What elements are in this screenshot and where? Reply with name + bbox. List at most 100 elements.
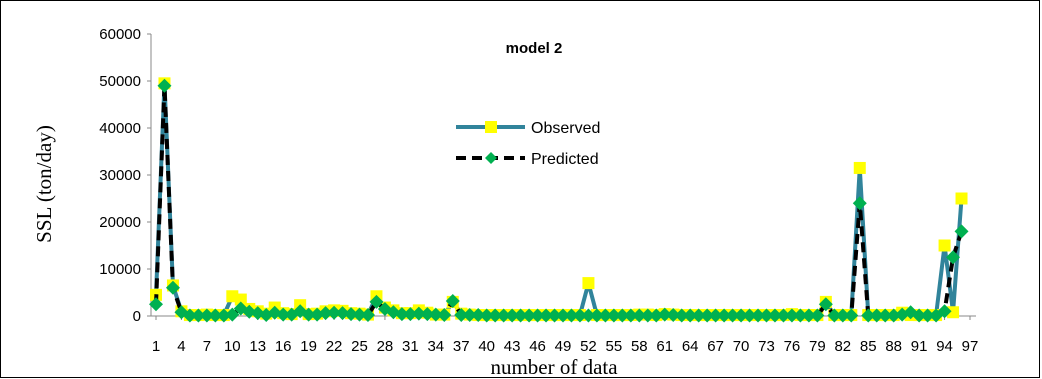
x-tick-label: 85 bbox=[860, 338, 877, 355]
series-predicted bbox=[149, 78, 969, 323]
data-point-predicted bbox=[810, 308, 825, 323]
data-point-observed bbox=[955, 192, 968, 205]
data-point-predicted bbox=[649, 308, 664, 323]
data-point-predicted bbox=[318, 306, 333, 321]
data-point-predicted bbox=[623, 308, 638, 323]
data-point-predicted bbox=[394, 307, 409, 322]
data-point-predicted bbox=[225, 307, 240, 322]
data-point-predicted bbox=[581, 308, 596, 323]
x-tick-label: 97 bbox=[962, 338, 979, 355]
y-tick-label: 30000 bbox=[99, 167, 141, 184]
data-point-predicted bbox=[454, 308, 469, 323]
data-point-predicted bbox=[445, 293, 460, 308]
x-tick-label: 91 bbox=[911, 338, 928, 355]
x-tick-label: 28 bbox=[377, 338, 394, 355]
data-point-predicted bbox=[793, 308, 808, 323]
y-tick-label: 50000 bbox=[99, 73, 141, 90]
x-tick-label: 82 bbox=[834, 338, 851, 355]
y-axis-title: SSL (ton/day) bbox=[32, 125, 56, 243]
data-point-observed bbox=[853, 161, 866, 174]
data-point-predicted bbox=[640, 308, 655, 323]
data-point-predicted bbox=[717, 308, 732, 323]
data-point-predicted bbox=[742, 308, 757, 323]
data-point-predicted bbox=[920, 308, 935, 323]
data-point-observed bbox=[582, 277, 595, 290]
y-tick-label: 20000 bbox=[99, 214, 141, 231]
data-point-predicted bbox=[912, 308, 927, 323]
data-point-predicted bbox=[734, 308, 749, 323]
data-point-predicted bbox=[437, 308, 452, 323]
legend: Observed Predicted bbox=[456, 120, 600, 168]
x-tick-label: 61 bbox=[656, 338, 673, 355]
data-point-predicted bbox=[818, 297, 833, 312]
data-point-predicted bbox=[615, 308, 630, 323]
data-point-predicted bbox=[335, 306, 350, 321]
data-point-predicted bbox=[700, 308, 715, 323]
x-tick-label: 34 bbox=[427, 338, 444, 355]
data-point-predicted bbox=[683, 308, 698, 323]
data-point-predicted bbox=[589, 308, 604, 323]
y-tick-label: 10000 bbox=[99, 261, 141, 278]
data-point-predicted bbox=[886, 308, 901, 323]
data-point-predicted bbox=[369, 294, 384, 309]
data-point-predicted bbox=[572, 308, 587, 323]
data-point-predicted bbox=[632, 308, 647, 323]
data-point-predicted bbox=[344, 307, 359, 322]
legend-predicted-marker bbox=[485, 152, 497, 164]
x-tick-label: 88 bbox=[885, 338, 902, 355]
data-point-predicted bbox=[835, 308, 850, 323]
x-tick-label: 46 bbox=[529, 338, 546, 355]
x-axis-title: number of data bbox=[490, 355, 618, 379]
data-point-predicted bbox=[954, 224, 969, 239]
data-point-predicted bbox=[691, 308, 706, 323]
data-point-predicted bbox=[674, 308, 689, 323]
data-point-predicted bbox=[420, 307, 435, 322]
x-tick-label: 64 bbox=[682, 338, 699, 355]
data-point-predicted bbox=[564, 308, 579, 323]
y-tick-label: 60000 bbox=[99, 26, 141, 43]
data-point-predicted bbox=[657, 307, 672, 322]
data-point-predicted bbox=[759, 308, 774, 323]
x-tick-label: 79 bbox=[809, 338, 826, 355]
data-point-predicted bbox=[725, 308, 740, 323]
data-point-predicted bbox=[801, 308, 816, 323]
data-point-predicted bbox=[327, 305, 342, 320]
x-tick-label: 10 bbox=[224, 338, 241, 355]
data-point-predicted bbox=[844, 308, 859, 323]
data-point-predicted bbox=[199, 308, 214, 323]
data-point-predicted bbox=[182, 308, 197, 323]
data-point-predicted bbox=[216, 308, 231, 323]
legend-observed-marker bbox=[485, 121, 497, 133]
data-point-predicted bbox=[530, 308, 545, 323]
data-point-predicted bbox=[360, 308, 375, 323]
x-tick-label: 25 bbox=[351, 338, 368, 355]
series-observed bbox=[150, 77, 968, 322]
data-point-predicted bbox=[165, 280, 180, 295]
data-point-predicted bbox=[708, 308, 723, 323]
data-point-predicted bbox=[157, 78, 172, 93]
data-point-predicted bbox=[462, 308, 477, 323]
y-ticks: 0 10000 20000 30000 40000 50000 60000 bbox=[99, 26, 151, 325]
data-point-predicted bbox=[869, 308, 884, 323]
data-point-predicted bbox=[242, 304, 257, 319]
x-tick-label: 73 bbox=[758, 338, 775, 355]
data-point-predicted bbox=[149, 297, 163, 312]
data-point-predicted bbox=[208, 308, 223, 323]
data-point-predicted bbox=[606, 308, 621, 323]
legend-item-predicted: Predicted bbox=[456, 151, 599, 168]
x-tick-label: 49 bbox=[555, 338, 572, 355]
data-point-predicted bbox=[488, 308, 503, 323]
data-point-predicted bbox=[937, 304, 952, 319]
data-point-predicted bbox=[352, 307, 367, 322]
data-point-predicted bbox=[496, 308, 511, 323]
data-point-predicted bbox=[784, 308, 799, 323]
data-point-predicted bbox=[471, 308, 486, 323]
data-point-predicted bbox=[751, 308, 766, 323]
x-ticks: 1 4 7 10 13 16 19 22 25 28 31 34 37 40 43 46 49 52 55 58 61 6… bbox=[152, 316, 979, 355]
data-point-predicted bbox=[827, 308, 842, 323]
x-tick-label: 67 bbox=[707, 338, 724, 355]
series-line-observed bbox=[154, 81, 964, 318]
data-point-predicted bbox=[767, 308, 782, 323]
